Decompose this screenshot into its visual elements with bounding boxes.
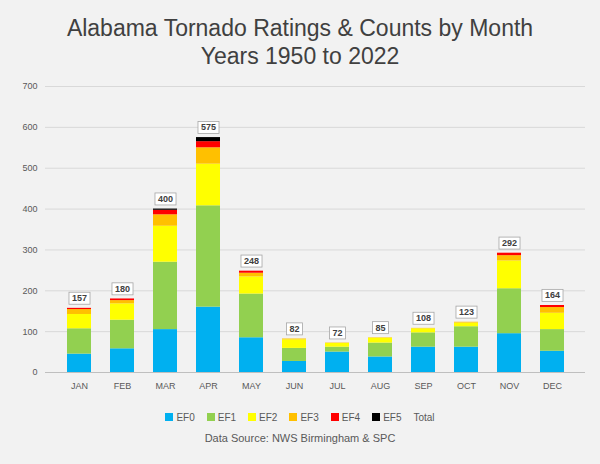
svg-text:82: 82 <box>289 324 299 334</box>
svg-text:600: 600 <box>22 122 37 132</box>
svg-text:JAN: JAN <box>71 381 88 391</box>
svg-text:700: 700 <box>22 81 37 91</box>
svg-text:MAR: MAR <box>156 381 177 391</box>
html-text:EF1: EF1 <box>217 411 237 423</box>
svg-text:157: 157 <box>72 293 87 303</box>
svg-text:JUL: JUL <box>329 381 345 391</box>
svg-text:85: 85 <box>375 323 385 333</box>
svg-text:200: 200 <box>22 286 37 296</box>
html-text:Alabama Tornado Ratings & Coun: Alabama Tornado Ratings & Counts by Mont… <box>66 15 534 41</box>
svg-text:72: 72 <box>332 328 342 338</box>
svg-text:180: 180 <box>115 284 130 294</box>
svg-text:AUG: AUG <box>371 381 391 391</box>
svg-text:0: 0 <box>32 367 37 377</box>
html-text:EF4: EF4 <box>341 411 361 423</box>
svg-text:500: 500 <box>22 163 37 173</box>
svg-text:123: 123 <box>459 307 474 317</box>
svg-text:300: 300 <box>22 245 37 255</box>
html-text:EF2: EF2 <box>259 411 278 423</box>
svg-text:NOV: NOV <box>500 381 520 391</box>
svg-text:OCT: OCT <box>457 381 477 391</box>
svg-text:575: 575 <box>201 122 216 132</box>
svg-text:DEC: DEC <box>543 381 563 391</box>
html-text:EF5: EF5 <box>383 411 402 423</box>
svg-text:SEP: SEP <box>414 381 432 391</box>
svg-text:292: 292 <box>502 238 517 248</box>
html-text:Data Source: NWS Birmingham &: Data Source: NWS Birmingham & SPC <box>204 432 396 444</box>
svg-text:JUN: JUN <box>286 381 304 391</box>
svg-text:400: 400 <box>22 204 37 214</box>
svg-text:400: 400 <box>158 194 173 204</box>
svg-text:FEB: FEB <box>114 381 132 391</box>
svg-text:MAY: MAY <box>242 381 261 391</box>
svg-text:APR: APR <box>199 381 218 391</box>
svg-text:164: 164 <box>545 290 560 300</box>
svg-text:248: 248 <box>244 256 259 266</box>
html-text:Total: Total <box>413 411 435 423</box>
html-text:EF3: EF3 <box>300 411 319 423</box>
svg-text:108: 108 <box>416 313 431 323</box>
html-text:EF0: EF0 <box>176 411 195 423</box>
html-text:Years 1950 to 2022: Years 1950 to 2022 <box>200 43 400 69</box>
svg-text:100: 100 <box>22 327 37 337</box>
